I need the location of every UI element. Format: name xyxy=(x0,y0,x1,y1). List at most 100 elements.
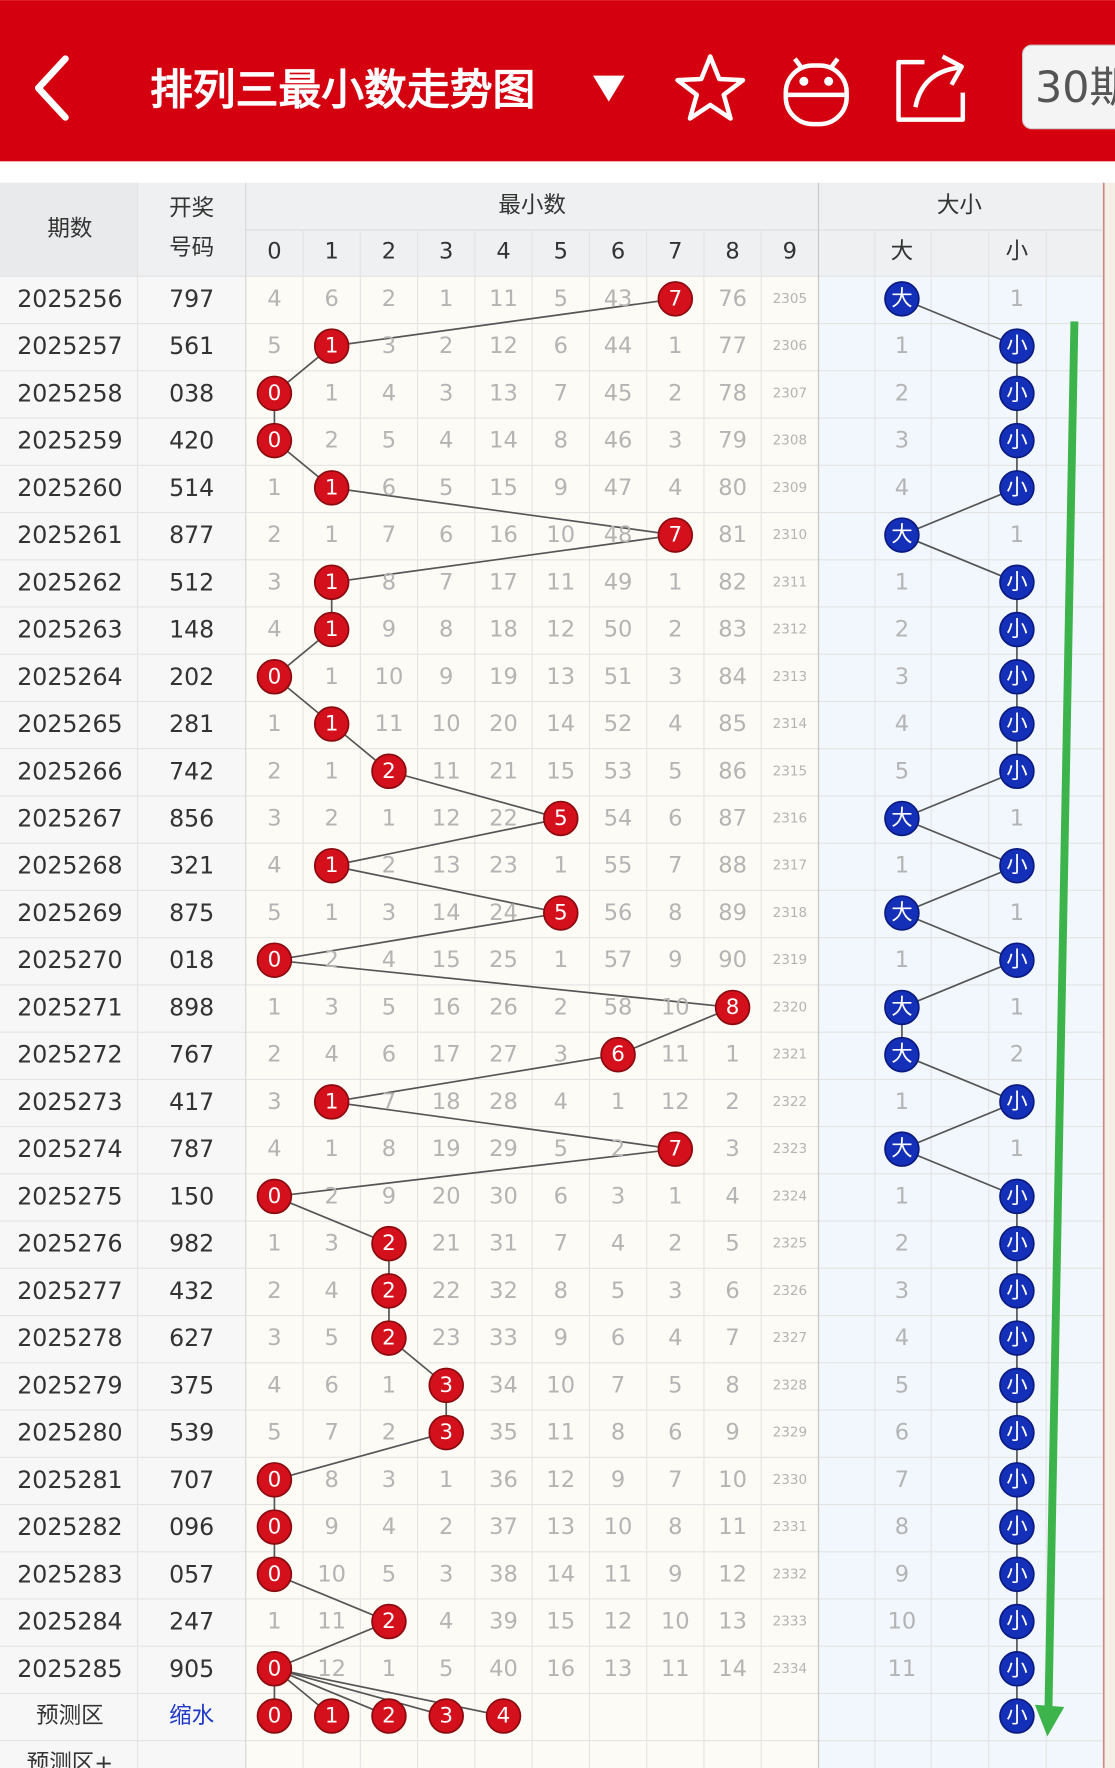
miss-count: 28 xyxy=(489,1089,518,1115)
period-cell: 2025275 xyxy=(17,1182,122,1210)
ball xyxy=(371,1273,407,1309)
number-cell: 787 xyxy=(169,1135,214,1163)
header-size: 小 xyxy=(1006,239,1029,265)
size-ball: 小 xyxy=(1006,334,1027,359)
miss-count: 11 xyxy=(546,1420,575,1446)
miss-count: 84 xyxy=(718,664,747,690)
miss-count: 2310 xyxy=(773,527,807,543)
miss-count: 4 xyxy=(668,475,682,501)
miss-count: 1 xyxy=(382,805,396,831)
dropdown-icon[interactable] xyxy=(593,75,625,102)
ball xyxy=(999,375,1035,412)
hit-number: 0 xyxy=(268,1184,282,1209)
size-miss: 4 xyxy=(895,475,909,501)
miss-count: 4 xyxy=(382,1514,396,1540)
hit-number: 6 xyxy=(611,1042,625,1067)
miss-count: 2311 xyxy=(773,574,807,590)
miss-count: 2 xyxy=(668,1231,682,1257)
miss-count: 12 xyxy=(661,1089,690,1115)
miss-count: 12 xyxy=(317,1656,346,1682)
miss-count: 1 xyxy=(382,1372,396,1398)
back-button[interactable] xyxy=(34,55,69,121)
miss-count: 2305 xyxy=(773,291,807,307)
header-digit: 1 xyxy=(325,239,339,265)
miss-count: 16 xyxy=(546,1656,575,1682)
miss-count: 77 xyxy=(718,333,747,359)
miss-count: 47 xyxy=(604,475,633,501)
miss-count: 1 xyxy=(554,853,568,879)
ball xyxy=(256,1462,293,1498)
miss-count: 15 xyxy=(546,758,575,784)
miss-count: 19 xyxy=(432,1136,461,1162)
favorite-icon[interactable] xyxy=(675,54,746,121)
miss-count: 2 xyxy=(382,853,396,879)
miss-count: 2319 xyxy=(773,952,807,968)
ball xyxy=(657,1131,694,1167)
period-cell: 2025268 xyxy=(17,852,122,880)
period-button[interactable] xyxy=(1021,44,1115,130)
miss-count: 45 xyxy=(604,380,633,406)
miss-count: 89 xyxy=(718,900,747,926)
miss-count: 4 xyxy=(267,617,281,643)
miss-count: 5 xyxy=(554,1136,568,1162)
miss-count: 6 xyxy=(382,475,396,501)
header-period: 期数 xyxy=(47,216,92,242)
miss-count: 4 xyxy=(325,1278,339,1304)
miss-count: 1 xyxy=(439,286,453,312)
miss-count: 2321 xyxy=(773,1047,807,1063)
miss-count: 85 xyxy=(718,711,747,737)
period-cell: 2025271 xyxy=(17,993,122,1021)
ball xyxy=(999,1462,1035,1498)
miss-count: 2 xyxy=(267,758,281,784)
share-icon[interactable] xyxy=(896,54,966,122)
prediction-size: 小 xyxy=(1006,1704,1027,1729)
ball xyxy=(256,422,293,459)
ball xyxy=(428,1698,464,1734)
ball xyxy=(428,1367,464,1404)
size-ball: 小 xyxy=(1006,1467,1027,1492)
miss-count: 4 xyxy=(267,1136,281,1162)
trend-line xyxy=(271,298,733,1670)
number-cell: 375 xyxy=(169,1371,214,1399)
ball xyxy=(256,1651,293,1687)
number-cell: 057 xyxy=(169,1560,214,1588)
number-cell: 742 xyxy=(169,757,214,785)
miss-count: 9 xyxy=(554,475,568,501)
ball xyxy=(999,1651,1035,1687)
period-cell: 2025266 xyxy=(17,757,122,785)
page-title[interactable]: 排列三最小数走势图 xyxy=(150,65,535,115)
miss-count: 5 xyxy=(554,286,568,312)
size-miss: 2 xyxy=(895,380,909,406)
miss-count: 27 xyxy=(489,1042,518,1068)
miss-count: 1 xyxy=(325,380,339,406)
ball xyxy=(313,706,350,742)
size-ball: 小 xyxy=(1006,759,1027,784)
miss-count: 2313 xyxy=(773,669,807,685)
miss-count: 17 xyxy=(489,569,518,595)
miss-count: 2 xyxy=(382,1420,396,1446)
miss-count: 11 xyxy=(718,1514,747,1540)
miss-count: 1 xyxy=(267,475,281,501)
miss-count: 12 xyxy=(489,333,518,359)
period-cell: 2025265 xyxy=(17,710,122,738)
miss-count: 5 xyxy=(382,428,396,454)
miss-count: 12 xyxy=(432,805,461,831)
miss-count: 5 xyxy=(382,1561,396,1587)
miss-count: 7 xyxy=(668,1467,682,1493)
number-cell: 417 xyxy=(169,1088,214,1116)
hit-number: 0 xyxy=(268,1656,282,1681)
ball xyxy=(999,1273,1035,1309)
miss-count: 30 xyxy=(489,1183,518,1209)
hit-number: 2 xyxy=(382,1231,396,1256)
miss-count: 3 xyxy=(439,1561,453,1587)
miss-count: 1 xyxy=(267,1231,281,1257)
robot-icon[interactable] xyxy=(783,57,849,127)
ball xyxy=(313,328,350,364)
number-cell: 707 xyxy=(169,1466,214,1494)
miss-count: 38 xyxy=(489,1561,518,1587)
miss-count: 24 xyxy=(489,900,518,926)
ball xyxy=(543,895,579,931)
period-button-label[interactable]: 30期 xyxy=(1035,63,1115,113)
size-miss: 2 xyxy=(895,617,909,643)
miss-count: 2 xyxy=(267,522,281,548)
